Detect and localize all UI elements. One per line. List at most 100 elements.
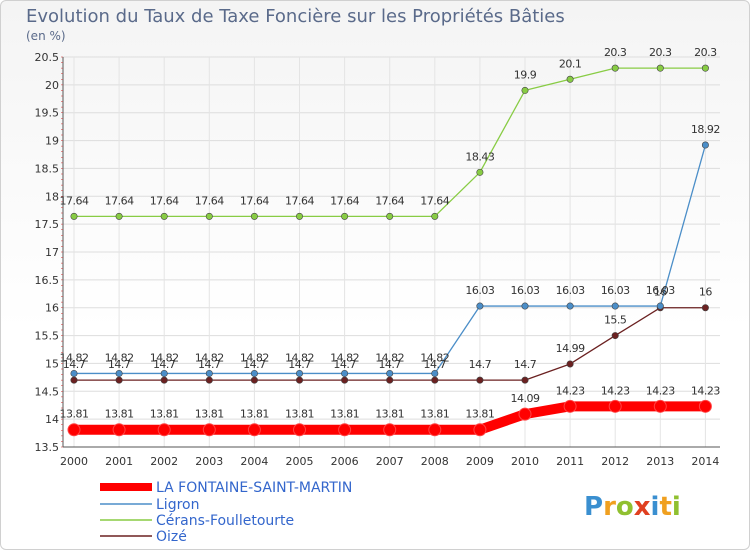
data-label: 14.7: [108, 358, 131, 371]
chart-title: Evolution du Taux de Taxe Foncière sur l…: [26, 6, 565, 27]
data-label: 14.7: [243, 358, 266, 371]
data-point: [295, 212, 303, 220]
y-tick-label: 17.5: [35, 218, 60, 231]
logo-letter: t: [659, 492, 671, 522]
x-tick-label: 2006: [331, 455, 359, 468]
data-point: [611, 64, 619, 72]
data-point: [566, 360, 574, 368]
data-label: 15.5: [604, 314, 627, 327]
proxiti-logo: Proxiti: [584, 492, 681, 522]
logo-letter: o: [616, 492, 634, 522]
legend: LA FONTAINE-SAINT-MARTINLigronCérans-Fou…: [100, 480, 352, 545]
data-point: [205, 369, 213, 377]
y-tick-label: 15: [45, 357, 59, 370]
data-label: 14.82: [375, 351, 404, 364]
data-point: [341, 369, 349, 377]
data-point: [518, 407, 532, 421]
data-point: [611, 332, 619, 340]
data-label: 17.64: [285, 194, 314, 207]
x-tick-label: 2003: [195, 455, 223, 468]
data-point: [202, 423, 216, 437]
data-label: 18.43: [465, 150, 494, 163]
x-tick-label: 2002: [150, 455, 178, 468]
x-tick-label: 2013: [646, 455, 674, 468]
data-label: 17.64: [330, 194, 359, 207]
data-label: 14.82: [420, 351, 449, 364]
data-point: [476, 168, 484, 176]
y-tick-label: 20: [45, 79, 59, 92]
data-label: 13.81: [195, 408, 224, 421]
x-tick-label: 2010: [511, 455, 539, 468]
data-label: 14.23: [601, 384, 630, 397]
y-tick-label: 16: [45, 302, 59, 315]
data-label: 13.81: [285, 408, 314, 421]
data-point: [608, 399, 622, 413]
data-point: [653, 399, 667, 413]
data-point: [250, 376, 258, 384]
data-label: 14.7: [514, 358, 537, 371]
legend-label: Oizé: [156, 529, 187, 545]
data-label: 17.64: [240, 194, 269, 207]
data-point: [338, 423, 352, 437]
data-point: [698, 399, 712, 413]
data-label: 17.64: [60, 194, 89, 207]
data-label: 14.7: [469, 358, 492, 371]
data-label: 14.82: [195, 351, 224, 364]
data-point: [611, 302, 619, 310]
data-label: 14.99: [556, 342, 585, 355]
data-point: [112, 423, 126, 437]
data-label: 16.03: [556, 284, 585, 297]
y-tick-label: 20.5: [35, 51, 60, 64]
data-point: [67, 423, 81, 437]
data-label: 14.09: [511, 392, 540, 405]
data-label: 17.64: [105, 194, 134, 207]
data-point: [70, 376, 78, 384]
y-tick-label: 17: [45, 246, 59, 259]
data-point: [70, 212, 78, 220]
data-point: [386, 376, 394, 384]
data-point: [473, 423, 487, 437]
data-label: 16.03: [511, 284, 540, 297]
data-point: [431, 369, 439, 377]
data-point: [566, 75, 574, 83]
data-point: [205, 212, 213, 220]
data-label: 19.9: [514, 68, 537, 81]
logo-letter: x: [634, 492, 651, 522]
data-point: [115, 369, 123, 377]
data-label: 17.64: [375, 194, 404, 207]
data-point: [295, 376, 303, 384]
data-label: 14.7: [288, 358, 311, 371]
x-tick-label: 2000: [60, 455, 88, 468]
data-label: 13.81: [375, 408, 404, 421]
data-label: 16: [654, 286, 667, 299]
data-point: [656, 302, 664, 310]
data-point: [701, 64, 709, 72]
y-tick-label: 16.5: [35, 274, 60, 287]
data-point: [701, 141, 709, 149]
data-label: 16.03: [646, 284, 675, 297]
data-point: [701, 304, 709, 312]
data-label: 14.82: [285, 351, 314, 364]
data-label: 18.92: [691, 123, 720, 136]
data-label: 13.81: [330, 408, 359, 421]
data-point: [383, 423, 397, 437]
legend-label: LA FONTAINE-SAINT-MARTIN: [156, 480, 352, 496]
axes: 13.5 14 14.5 15 15.5 16 16.5 17 17.5 18 18.5 19 19.5…: [35, 51, 720, 468]
data-label: 14.23: [646, 384, 675, 397]
data-point: [521, 86, 529, 94]
data-point: [250, 212, 258, 220]
data-point: [157, 423, 171, 437]
series-layer: [67, 64, 712, 437]
data-label: 14.7: [198, 358, 221, 371]
data-point: [160, 369, 168, 377]
data-point: [428, 423, 442, 437]
logo-letter: i: [672, 492, 681, 522]
data-point: [566, 302, 574, 310]
data-point: [247, 423, 261, 437]
data-label: 20.3: [649, 46, 672, 59]
data-label: 14.7: [424, 358, 447, 371]
data-label: 13.81: [240, 408, 269, 421]
y-tick-label: 19: [45, 135, 59, 148]
series-2: [70, 64, 709, 220]
legend-label: Ligron: [156, 497, 199, 513]
